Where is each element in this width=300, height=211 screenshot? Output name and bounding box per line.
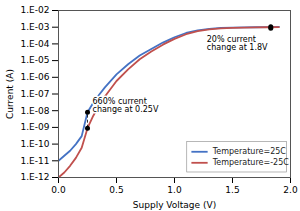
svg-text:1.E-02: 1.E-02	[21, 5, 50, 15]
svg-text:Current (A): Current (A)	[5, 69, 15, 119]
svg-text:Supply Voltage (V): Supply Voltage (V)	[133, 200, 216, 210]
svg-text:20% currentchange at 1.8V: 20% currentchange at 1.8V	[207, 35, 268, 52]
svg-text:0.5: 0.5	[109, 185, 123, 195]
svg-text:1.E-04: 1.E-04	[21, 39, 50, 49]
svg-text:1.E-07: 1.E-07	[21, 89, 50, 99]
svg-text:1.E-09: 1.E-09	[21, 122, 50, 132]
svg-text:660% currentchange at 0.25V: 660% currentchange at 0.25V	[93, 97, 159, 114]
svg-text:0.0: 0.0	[51, 185, 66, 195]
svg-text:1.E-10: 1.E-10	[21, 139, 50, 149]
svg-text:1.5: 1.5	[225, 185, 239, 195]
svg-text:1.E-11: 1.E-11	[21, 156, 50, 166]
svg-text:1.E-03: 1.E-03	[21, 22, 50, 32]
svg-text:1.E-12: 1.E-12	[21, 172, 50, 182]
svg-text:Temperature=25C: Temperature=25C	[212, 147, 287, 156]
svg-text:1.0: 1.0	[167, 185, 182, 195]
svg-text:1.E-08: 1.E-08	[21, 106, 50, 116]
svg-text:Temperature=-25C: Temperature=-25C	[212, 158, 289, 167]
svg-text:2.0: 2.0	[283, 185, 298, 195]
svg-text:1.E-05: 1.E-05	[21, 55, 50, 65]
svg-text:1.E-06: 1.E-06	[21, 72, 50, 82]
